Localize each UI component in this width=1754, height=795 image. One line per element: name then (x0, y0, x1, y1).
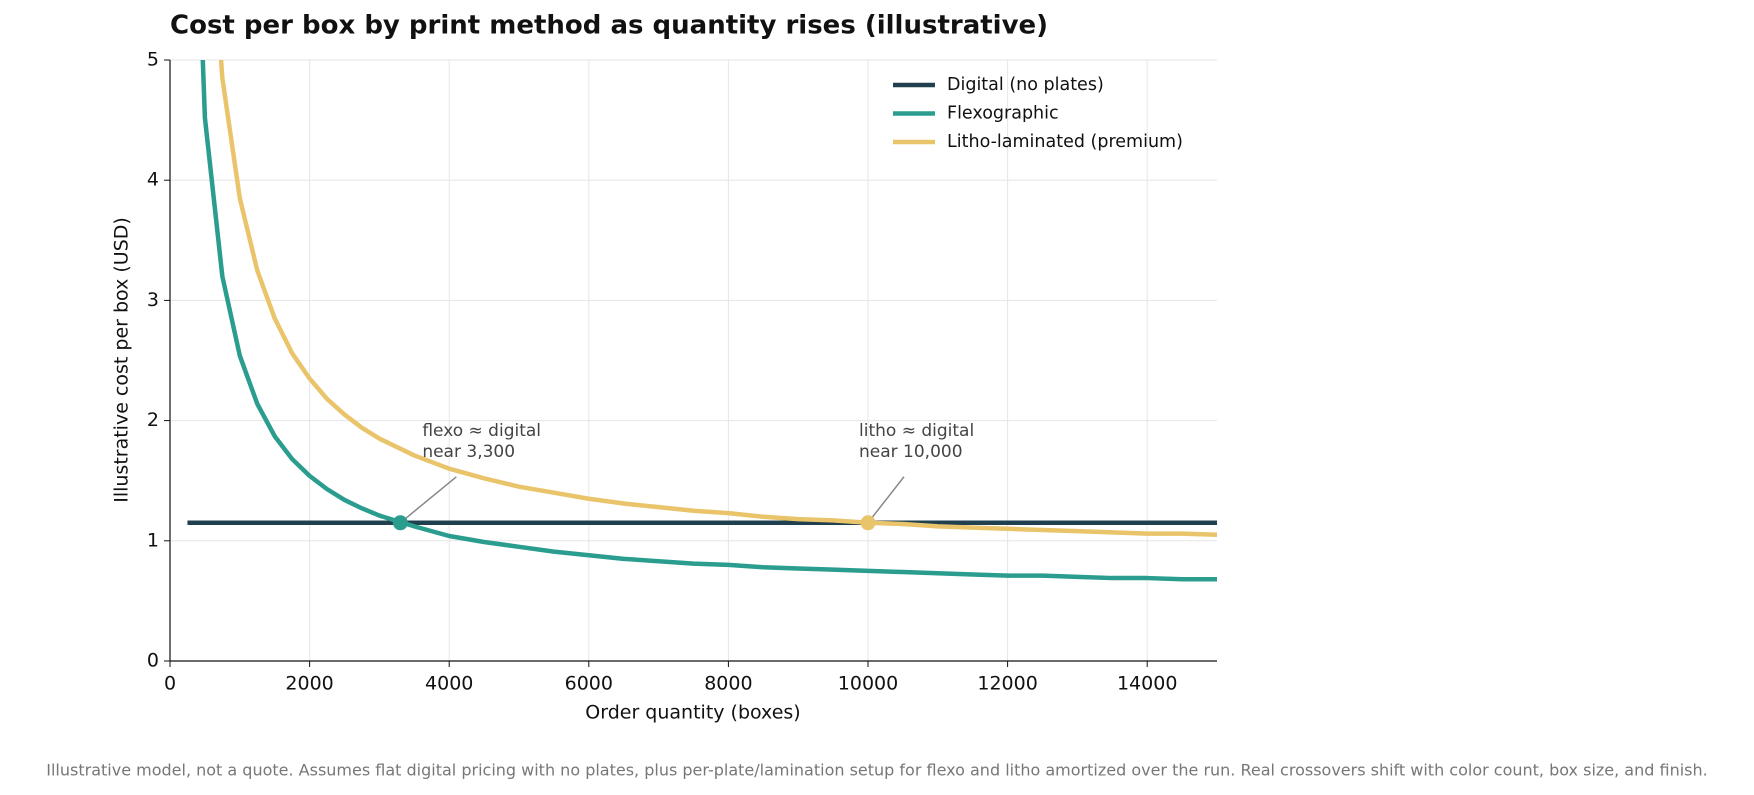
y-axis-label: Illustrative cost per box (USD) (111, 217, 133, 503)
chart-title: Cost per box by print method as quantity… (170, 11, 1048, 41)
y-tick-label: 2 (147, 409, 159, 431)
annotation-text: litho ≈ digital (859, 421, 974, 441)
annotation-arrow (867, 476, 905, 524)
series-line (200, 60, 1217, 582)
x-tick-label: 4000 (425, 673, 473, 695)
y-tick-label: 4 (147, 169, 159, 191)
x-tick-label: 8000 (704, 673, 752, 695)
x-tick-label: 6000 (565, 673, 613, 695)
annotation-text: flexo ≈ digital (422, 421, 541, 441)
legend-label: Litho-laminated (premium) (947, 132, 1183, 152)
y-tick-label: 5 (147, 49, 159, 71)
legend-label: Flexographic (947, 104, 1059, 124)
annotation-text: near 10,000 (859, 442, 963, 462)
x-tick-label: 10000 (838, 673, 898, 695)
y-tick-label: 0 (147, 650, 159, 672)
plot-area (187, 60, 1217, 582)
annotation-point (860, 515, 876, 531)
x-axis-label: Order quantity (boxes) (585, 702, 800, 724)
annotation-text: near 3,300 (422, 442, 515, 462)
x-tick-label: 12000 (977, 673, 1037, 695)
footnote: Illustrative model, not a quote. Assumes… (46, 761, 1707, 780)
annotation-point (392, 515, 408, 531)
x-tick-label: 2000 (285, 673, 333, 695)
legend-label: Digital (no plates) (947, 75, 1104, 95)
x-tick-label: 14000 (1117, 673, 1177, 695)
y-tick-label: 1 (147, 529, 159, 551)
x-tick-label: 0 (164, 673, 176, 695)
annotation-arrow (399, 476, 457, 524)
series-line (218, 60, 1217, 538)
y-tick-label: 3 (147, 289, 159, 311)
